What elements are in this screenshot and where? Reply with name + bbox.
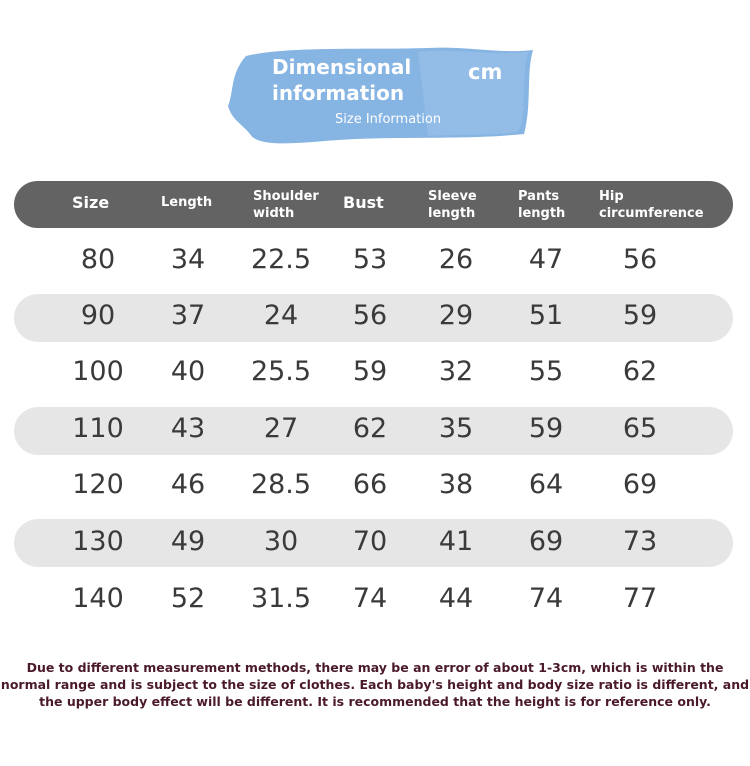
cell-length: 43 (170, 413, 206, 444)
cell-bust: 70 (352, 526, 388, 557)
cell-shoulder-width: 27 (263, 413, 299, 444)
cell-size: 120 (72, 469, 124, 500)
cell-sleeve-length: 29 (438, 300, 474, 331)
cell-bust: 66 (352, 469, 388, 500)
cell-sleeve-length: 26 (438, 244, 474, 275)
cell-bust: 59 (352, 356, 388, 387)
table-row-stripe (14, 294, 733, 342)
header-shoulder-width: Shoulder width (253, 189, 319, 221)
banner-subtitle: Size Information (335, 112, 442, 127)
cell-hip-circumference: 69 (622, 469, 658, 500)
cell-hip-circumference: 62 (622, 356, 658, 387)
cell-length: 49 (170, 526, 206, 557)
table-row-stripe (14, 407, 733, 455)
header-bust: Bust (343, 193, 384, 212)
cell-shoulder-width: 28.5 (250, 469, 312, 500)
cell-hip-circumference: 56 (622, 244, 658, 275)
cell-pants-length: 64 (528, 469, 564, 500)
cell-sleeve-length: 35 (438, 413, 474, 444)
cell-size: 80 (80, 244, 116, 275)
cell-hip-circumference: 73 (622, 526, 658, 557)
cell-bust: 62 (352, 413, 388, 444)
size-info-banner: Dimensional information cm Size Informat… (228, 44, 536, 146)
cell-hip-circumference: 77 (622, 583, 658, 614)
cell-size: 90 (80, 300, 116, 331)
cell-pants-length: 59 (528, 413, 564, 444)
cell-bust: 74 (352, 583, 388, 614)
cell-sleeve-length: 44 (438, 583, 474, 614)
table-header (14, 181, 733, 228)
header-length: Length (161, 195, 213, 210)
cell-length: 52 (170, 583, 206, 614)
cell-shoulder-width: 31.5 (250, 583, 312, 614)
header-pants-length: Pants length (518, 189, 566, 221)
cell-shoulder-width: 24 (263, 300, 299, 331)
cell-length: 46 (170, 469, 206, 500)
cell-pants-length: 47 (528, 244, 564, 275)
cell-sleeve-length: 41 (438, 526, 474, 557)
cell-shoulder-width: 30 (263, 526, 299, 557)
cell-sleeve-length: 38 (438, 469, 474, 500)
cell-bust: 56 (352, 300, 388, 331)
cell-length: 37 (170, 300, 206, 331)
cell-hip-circumference: 59 (622, 300, 658, 331)
cell-pants-length: 74 (528, 583, 564, 614)
cell-bust: 53 (352, 244, 388, 275)
cell-size: 140 (72, 583, 124, 614)
cell-length: 34 (170, 244, 206, 275)
cell-sleeve-length: 32 (438, 356, 474, 387)
cell-hip-circumference: 65 (622, 413, 658, 444)
measurement-note: Due to different measurement methods, th… (0, 660, 750, 709)
banner-unit: cm (468, 60, 503, 84)
cell-pants-length: 55 (528, 356, 564, 387)
cell-pants-length: 51 (528, 300, 564, 331)
cell-size: 130 (72, 526, 124, 557)
cell-length: 40 (170, 356, 206, 387)
cell-shoulder-width: 22.5 (250, 244, 312, 275)
header-sleeve-length: Sleeve length (428, 189, 477, 221)
header-size: Size (72, 193, 110, 212)
cell-shoulder-width: 25.5 (250, 356, 312, 387)
cell-size: 110 (72, 413, 124, 444)
header-hip-circumference: Hip circumference (599, 189, 704, 221)
cell-size: 100 (72, 356, 124, 387)
banner-brush-shape (228, 47, 533, 144)
cell-pants-length: 69 (528, 526, 564, 557)
banner-title: Dimensional information (272, 55, 412, 105)
table-row-stripe (14, 519, 733, 567)
